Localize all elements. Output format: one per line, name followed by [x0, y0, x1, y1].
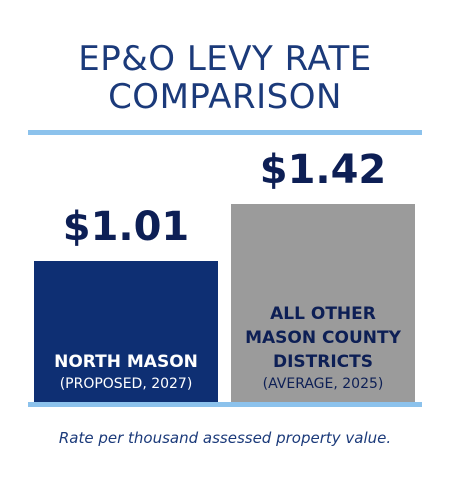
bar-label-other-line-2: MASON COUNTY: [245, 328, 401, 348]
value-label-other-districts: $1.42: [259, 147, 387, 193]
chart-baseline: [28, 402, 422, 407]
chart-title-line-2: COMPARISON: [108, 77, 342, 117]
bar-north-mason: [34, 261, 218, 402]
bar-label-other-line-1: ALL OTHER: [270, 304, 376, 324]
bar-sublabel-north-mason: (PROPOSED, 2027): [59, 376, 193, 392]
bar-label-other-line-3: DISTRICTS: [272, 352, 373, 372]
bar-other-districts: [231, 204, 415, 402]
chart-footnote: Rate per thousand assessed property valu…: [58, 429, 392, 447]
value-label-north-mason: $1.01: [62, 204, 190, 250]
bar-sublabel-other-districts: (AVERAGE, 2025): [262, 376, 384, 392]
chart-title-line-1: EP&O LEVY RATE: [78, 39, 372, 79]
title-divider: [28, 130, 422, 135]
bar-label-north-mason: NORTH MASON: [54, 352, 198, 372]
